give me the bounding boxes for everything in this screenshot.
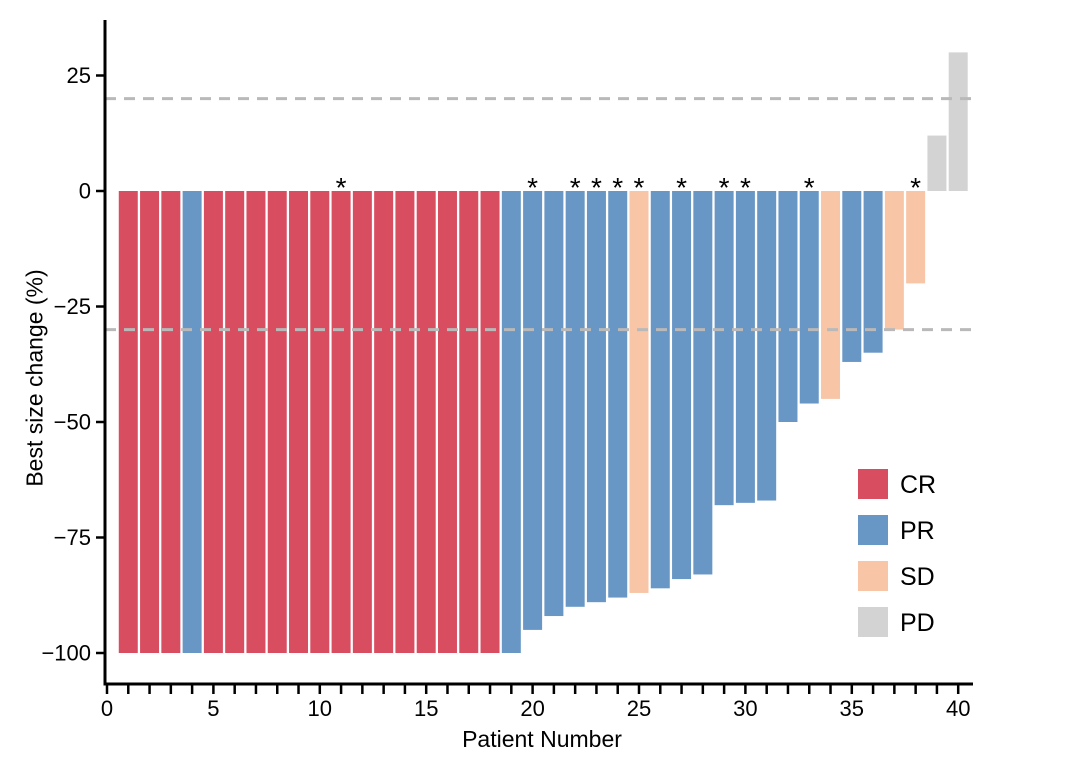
bar-patient-3 — [161, 191, 181, 653]
bar-patient-34 — [821, 191, 841, 399]
asterisk-marker-patient-27: * — [676, 172, 687, 203]
bar-patient-22 — [565, 191, 585, 607]
bar-patient-7 — [246, 191, 266, 653]
bar-patient-35 — [842, 191, 862, 362]
bar-patient-20 — [523, 191, 543, 630]
bar-patient-12 — [352, 191, 372, 653]
bar-patient-29 — [714, 191, 734, 506]
asterisk-marker-patient-24: * — [612, 172, 623, 203]
legend-label-sd: SD — [900, 563, 935, 591]
asterisk-marker-patient-38: * — [910, 172, 921, 203]
bar-patient-4 — [182, 191, 202, 653]
bar-patient-6 — [225, 191, 245, 653]
bar-patient-16 — [437, 191, 457, 653]
x-tick-label-30: 30 — [733, 696, 757, 721]
y-tick-label--75: −75 — [54, 525, 91, 550]
asterisk-marker-patient-20: * — [527, 172, 538, 203]
y-tick-label--50: −50 — [54, 410, 91, 435]
bar-patient-25 — [629, 191, 649, 593]
bar-patient-40 — [948, 52, 968, 192]
bar-patient-17 — [459, 191, 479, 653]
asterisk-marker-patient-23: * — [591, 172, 602, 203]
legend-swatch-cr — [858, 469, 888, 499]
x-tick-label-40: 40 — [946, 696, 970, 721]
x-tick-label-20: 20 — [520, 696, 544, 721]
asterisk-marker-patient-29: * — [719, 172, 730, 203]
bar-patient-19 — [501, 191, 521, 653]
bar-patient-10 — [310, 191, 330, 653]
asterisk-marker-patient-30: * — [740, 172, 751, 203]
x-tick-label-0: 0 — [101, 696, 113, 721]
bar-patient-21 — [544, 191, 564, 617]
y-tick-label--100: −100 — [41, 641, 91, 666]
bar-patient-28 — [693, 191, 713, 575]
legend-label-pd: PD — [900, 609, 935, 637]
bar-patient-13 — [374, 191, 394, 653]
bar-patient-24 — [608, 191, 628, 598]
legend-swatch-sd — [858, 561, 888, 591]
bar-patient-5 — [203, 191, 223, 653]
x-tick-label-25: 25 — [627, 696, 651, 721]
bar-patient-15 — [416, 191, 436, 653]
asterisk-marker-patient-22: * — [570, 172, 581, 203]
bar-patient-27 — [672, 191, 692, 580]
bar-patient-2 — [140, 191, 160, 653]
x-tick-label-5: 5 — [207, 696, 219, 721]
asterisk-marker-patient-11: * — [336, 172, 347, 203]
bar-patient-1 — [118, 191, 138, 653]
asterisk-marker-patient-33: * — [804, 172, 815, 203]
bar-patient-26 — [650, 191, 670, 589]
x-tick-label-35: 35 — [840, 696, 864, 721]
legend-label-pr: PR — [900, 517, 935, 545]
y-tick-label-25: 25 — [67, 63, 91, 88]
legend: CR PR SD PD — [858, 469, 936, 637]
bar-patient-33 — [799, 191, 819, 404]
bar-patient-30 — [735, 191, 755, 503]
bar-patient-36 — [863, 191, 883, 353]
bar-patient-11 — [331, 191, 351, 653]
legend-swatch-pr — [858, 515, 888, 545]
y-axis-title: Best size change (%) — [21, 269, 48, 487]
bar-patient-31 — [757, 191, 777, 501]
bar-patient-8 — [267, 191, 287, 653]
x-axis-title: Patient Number — [462, 726, 622, 752]
y-tick-label-0: 0 — [79, 179, 91, 204]
bar-patient-38 — [906, 191, 926, 284]
bar-patient-32 — [778, 191, 798, 422]
x-tick-label-15: 15 — [414, 696, 438, 721]
bar-patient-9 — [289, 191, 309, 653]
legend-label-cr: CR — [900, 471, 936, 499]
bar-patient-23 — [586, 191, 606, 603]
bar-patient-37 — [884, 191, 904, 330]
asterisk-marker-patient-25: * — [634, 172, 645, 203]
y-tick-label--25: −25 — [54, 294, 91, 319]
x-tick-label-10: 10 — [308, 696, 332, 721]
bar-patient-14 — [395, 191, 415, 653]
legend-swatch-pd — [858, 607, 888, 637]
bar-patient-39 — [927, 135, 947, 191]
bar-patient-18 — [480, 191, 500, 653]
